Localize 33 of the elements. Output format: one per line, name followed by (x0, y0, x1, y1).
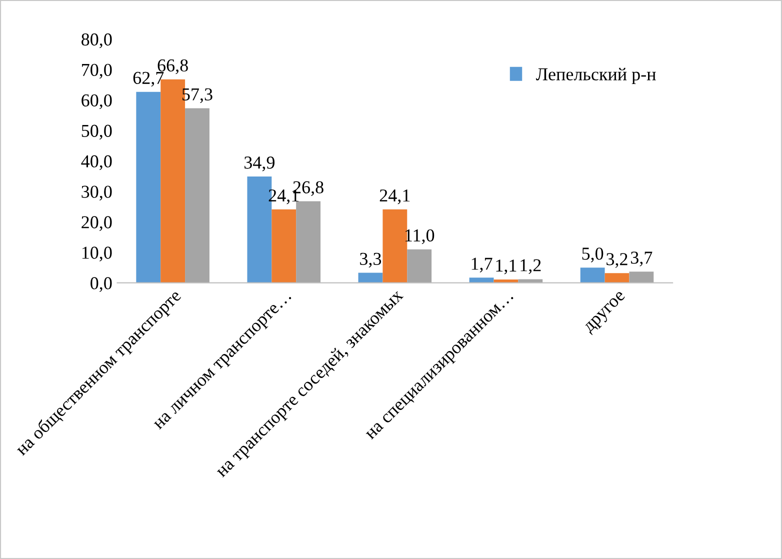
bar (407, 249, 432, 283)
data-label: 3,7 (631, 252, 652, 266)
y-tick-label: 70,0 (82, 64, 112, 79)
bar (580, 268, 605, 283)
data-label: 1,1 (496, 260, 516, 274)
y-tick-label: 80,0 (82, 33, 112, 48)
data-label: 3,3 (360, 252, 382, 268)
bar (469, 278, 494, 283)
bar (136, 92, 161, 283)
bar (382, 209, 408, 283)
data-label: 66,8 (158, 59, 188, 74)
bar (604, 273, 630, 283)
y-tick-label: 0,0 (90, 277, 112, 292)
bar (494, 280, 518, 283)
bar (272, 209, 296, 283)
y-tick-label: 30,0 (82, 186, 112, 200)
bar (358, 272, 383, 283)
y-tick-label: 20,0 (82, 216, 112, 231)
y-tick-label: 10,0 (82, 246, 112, 262)
bar (518, 279, 543, 283)
data-label: 3,2 (606, 253, 628, 268)
data-label: 5,0 (582, 248, 604, 262)
data-label: 1,2 (520, 259, 541, 274)
y-tick-label: 50,0 (82, 124, 112, 140)
data-label: 62,7 (133, 72, 164, 87)
y-tick-label: 40,0 (81, 155, 112, 170)
y-tick-label: 60,0 (82, 94, 112, 110)
bar (185, 108, 210, 283)
data-label: 1,7 (472, 258, 492, 272)
legend-label: Лепельский р-н (536, 68, 656, 84)
bar (629, 272, 654, 283)
data-label: 24,1 (380, 189, 410, 204)
data-label: 34,9 (244, 156, 274, 172)
